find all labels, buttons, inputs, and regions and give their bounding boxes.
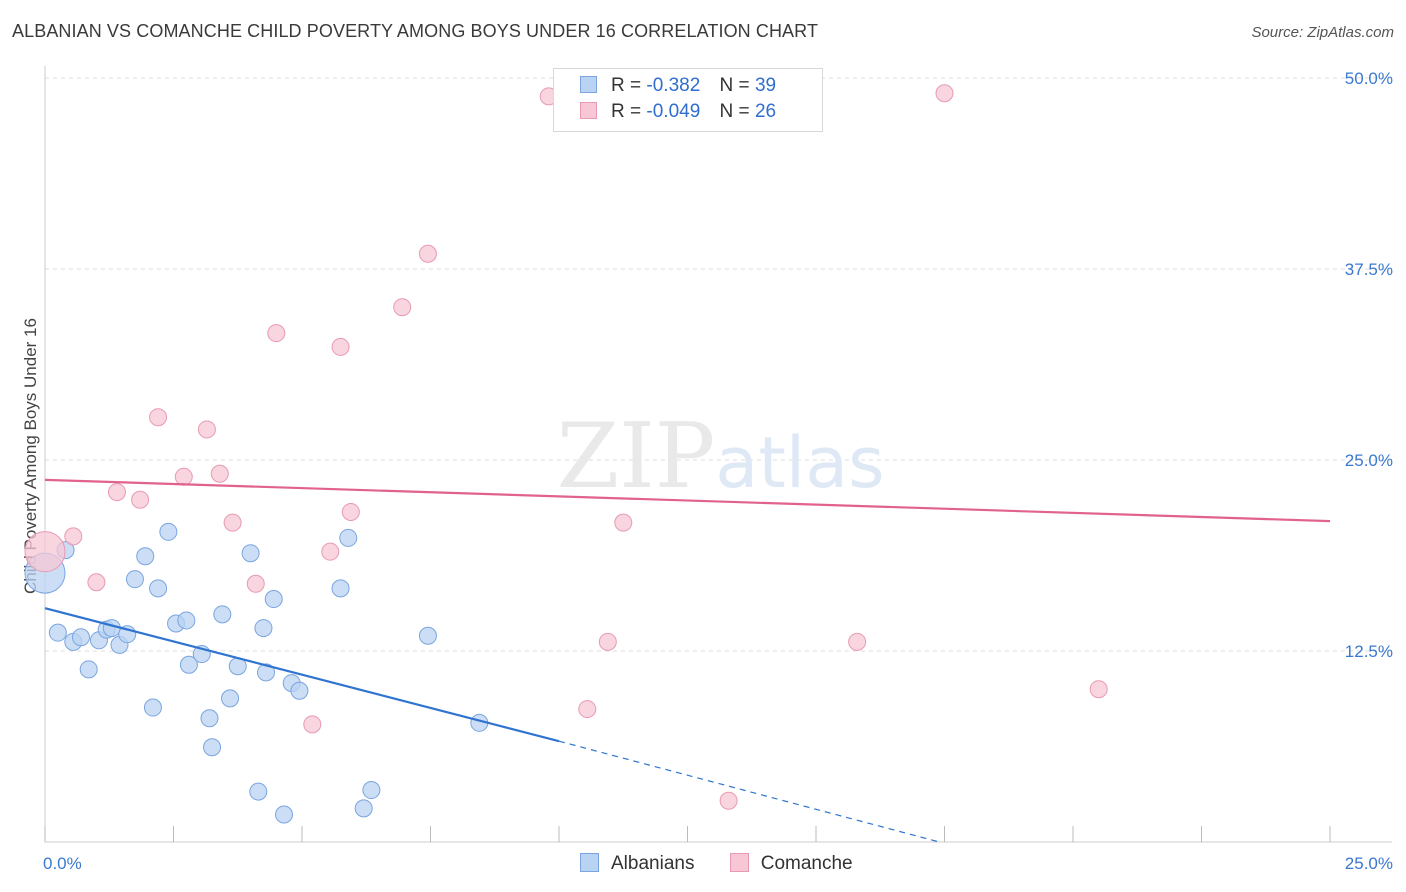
x-tick-label: 25.0% [1345,854,1393,873]
comanche-point [331,337,350,356]
chart-title: ALBANIAN VS COMANCHE CHILD POVERTY AMONG… [12,21,819,41]
albanians-point [249,782,268,801]
x-tick-label: 0.0% [43,854,82,873]
correlation-legend: R = -0.382 N = 39 R = -0.049 N = 26 [553,68,823,132]
comanche-point [719,791,738,810]
albanians-legend-swatch [580,853,599,872]
comanche-trend-line [44,478,1331,523]
comanche-point [267,324,286,343]
series-legend: Albanians Comanche [580,853,883,875]
albanians-point [257,663,276,682]
trend-lines [44,478,1331,843]
comanche-swatch [580,102,597,119]
legend-r-label: R = [611,75,642,96]
comanche-point [578,700,597,719]
albanians-point [339,528,358,547]
albanians-point [241,544,260,563]
albanians-point [213,605,232,624]
albanians-point [136,547,155,566]
albanians-swatch [580,76,597,93]
axes [44,66,1392,843]
legend-r-label: R = [611,101,642,122]
comanche-point [246,574,265,593]
albanians-point [79,660,98,679]
albanians-point [418,626,437,645]
comanche-point [418,244,437,263]
comanche-point [935,84,954,103]
albanians-point [331,579,350,598]
albanians-point [354,799,373,818]
albanians-point [177,611,196,630]
comanche-point [210,464,229,483]
watermark-zip: ZIP [557,404,716,509]
comanche-point [223,513,242,532]
legend-row-comanche: R = -0.049 N = 26 [580,101,776,127]
grid-lines [45,77,1392,652]
legend-item-comanche: Comanche [729,853,853,875]
albanians-point [203,738,222,757]
comanche-legend-swatch [729,853,749,872]
comanche-point [149,408,168,427]
watermark-atlas: atlas [715,422,884,504]
comanche-point [197,420,216,439]
comanche-point [598,632,617,651]
source-label: Source: ZipAtlas.com [1251,24,1394,41]
albanians-point [179,655,198,674]
y-tick-label: 12.5% [1345,642,1393,661]
comanche-point [64,527,83,546]
legend-n-value: 26 [754,101,777,122]
comanche-point [614,513,633,532]
legend-item-albanians: Albanians [580,853,694,875]
albanians-point [221,689,240,708]
albanians-trend-extension [558,740,940,843]
comanche-point [341,502,360,521]
legend-n-label: N = [719,75,750,96]
y-tick-label: 37.5% [1345,260,1393,279]
comanche-point [848,632,867,651]
comanche-point [24,531,66,573]
legend-n-value: 39 [754,75,777,96]
watermark: ZIP atlas [557,404,885,509]
comanche-point [321,542,340,561]
legend-row-albanians: R = -0.382 N = 39 [580,75,776,101]
albanians-point [200,709,219,728]
albanians-point [290,681,309,700]
legend-r-value: -0.382 [646,75,701,96]
albanians-point [125,570,144,589]
comanche-point [107,483,126,502]
albanians-point [159,522,178,541]
comanche-point [174,467,193,486]
albanians-point [362,781,381,800]
albanians-point [48,623,67,642]
albanians-point [149,579,168,598]
y-tick-label: 25.0% [1345,451,1393,470]
comanche-point [303,715,322,734]
legend-r-value: -0.049 [646,101,701,122]
comanche-point [1089,680,1108,699]
albanians-point [264,590,283,609]
albanians-point [143,698,162,717]
albanians-trend-line [44,607,560,743]
comanche-point [393,298,412,317]
comanche-legend-label: Comanche [760,853,853,874]
albanians-point [254,619,273,638]
y-tick-label: 50.0% [1345,69,1393,88]
comanche-points [24,84,1108,810]
tick-labels: 12.5% 25.0% 37.5% 50.0% 0.0% 25.0% [43,69,1393,873]
albanians-points [24,522,489,824]
albanians-point [71,628,90,647]
comanche-point [131,490,150,509]
legend-n-label: N = [719,101,750,122]
albanians-point [275,805,294,824]
albanians-legend-label: Albanians [611,853,695,874]
comanche-point [87,573,106,592]
